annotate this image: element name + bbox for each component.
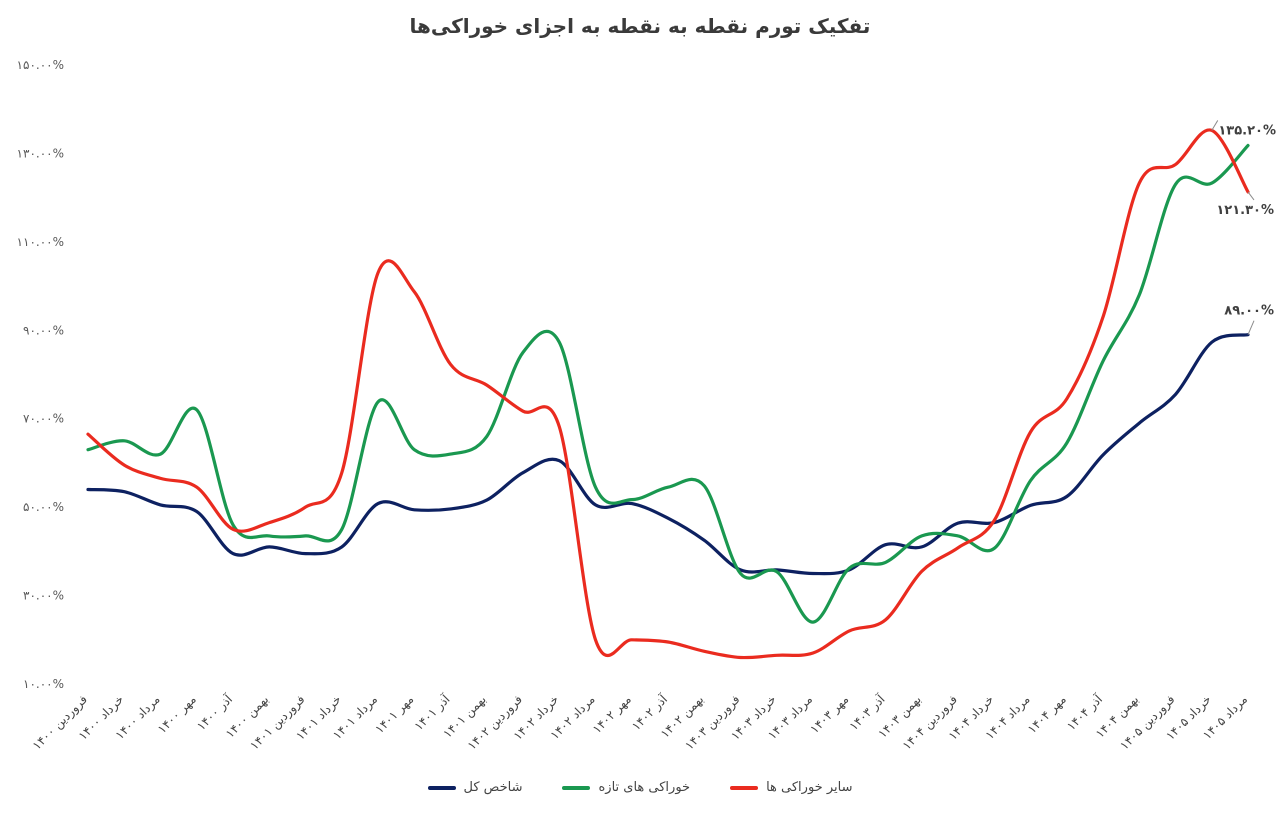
legend: شاخص کل خوراکی های تازه سایر خوراکی ها xyxy=(0,780,1280,795)
series-line-total-index xyxy=(86,333,1250,576)
legend-label-fresh-foods: خوراکی های تازه xyxy=(598,780,691,795)
x-tick-label: فروردین ۱۴۰۰ xyxy=(30,692,91,753)
legend-item-other-foods: سایر خوراکی ها xyxy=(730,780,852,795)
data-label-leader xyxy=(1247,320,1255,335)
y-tick-label: ۱۵۰.۰۰% xyxy=(17,58,64,72)
y-tick-label: ۱۰.۰۰% xyxy=(23,677,64,691)
data-label-leader xyxy=(1211,120,1219,131)
series-line-other-foods xyxy=(86,128,1250,660)
x-tick-label: مهر ۱۴۰۰ xyxy=(155,692,200,737)
chart-title: تفکیک تورم نقطه به نقطه به اجزای خوراکی‌… xyxy=(409,14,871,38)
legend-item-total-index: شاخص کل xyxy=(427,780,523,795)
y-tick-label: ۱۱۰.۰۰% xyxy=(17,235,64,249)
series-layer xyxy=(86,128,1250,660)
y-axis: ۱۰.۰۰% ۳۰.۰۰% ۵۰.۰۰% ۷۰.۰۰% ۹۰.۰۰% ۱۱۰.۰۰% ۱۳۰… xyxy=(17,58,64,691)
legend-item-fresh-foods: خوراکی های تازه xyxy=(562,780,690,795)
y-tick-label: ۳۰.۰۰% xyxy=(23,589,64,603)
legend-label-total-index: شاخص کل xyxy=(463,780,523,795)
x-tick-label: مهر ۱۴۰۱ xyxy=(372,692,417,737)
legend-label-other-foods: سایر خوراکی ها xyxy=(766,780,853,795)
legend-swatch-total-index xyxy=(427,785,456,790)
legend-swatch-fresh-foods xyxy=(562,785,591,790)
data-label-leader xyxy=(1247,191,1255,201)
legend-swatch-other-foods xyxy=(730,785,759,790)
x-tick-label: مهر ۱۴۰۳ xyxy=(807,692,852,737)
data-label: ۱۳۵.۲۰% xyxy=(1218,123,1276,138)
series-line-fresh-foods xyxy=(86,143,1250,624)
line-chart: ۱۰.۰۰% ۳۰.۰۰% ۵۰.۰۰% ۷۰.۰۰% ۹۰.۰۰% ۱۱۰.۰۰% ۱۳۰… xyxy=(17,58,1276,753)
y-tick-label: ۵۰.۰۰% xyxy=(23,500,64,514)
annotation-layer: ۱۳۵.۲۰% ۱۲۱.۳۰% ۸۹.۰۰% xyxy=(1211,120,1276,335)
y-tick-label: ۱۳۰.۰۰% xyxy=(17,146,64,160)
x-tick-label: مهر ۱۴۰۴ xyxy=(1025,692,1070,737)
x-tick-label: مهر ۱۴۰۲ xyxy=(590,692,635,737)
data-label: ۱۲۱.۳۰% xyxy=(1216,203,1274,218)
y-tick-label: ۹۰.۰۰% xyxy=(23,323,64,337)
y-tick-label: ۷۰.۰۰% xyxy=(23,412,64,426)
data-label: ۸۹.۰۰% xyxy=(1224,304,1274,319)
